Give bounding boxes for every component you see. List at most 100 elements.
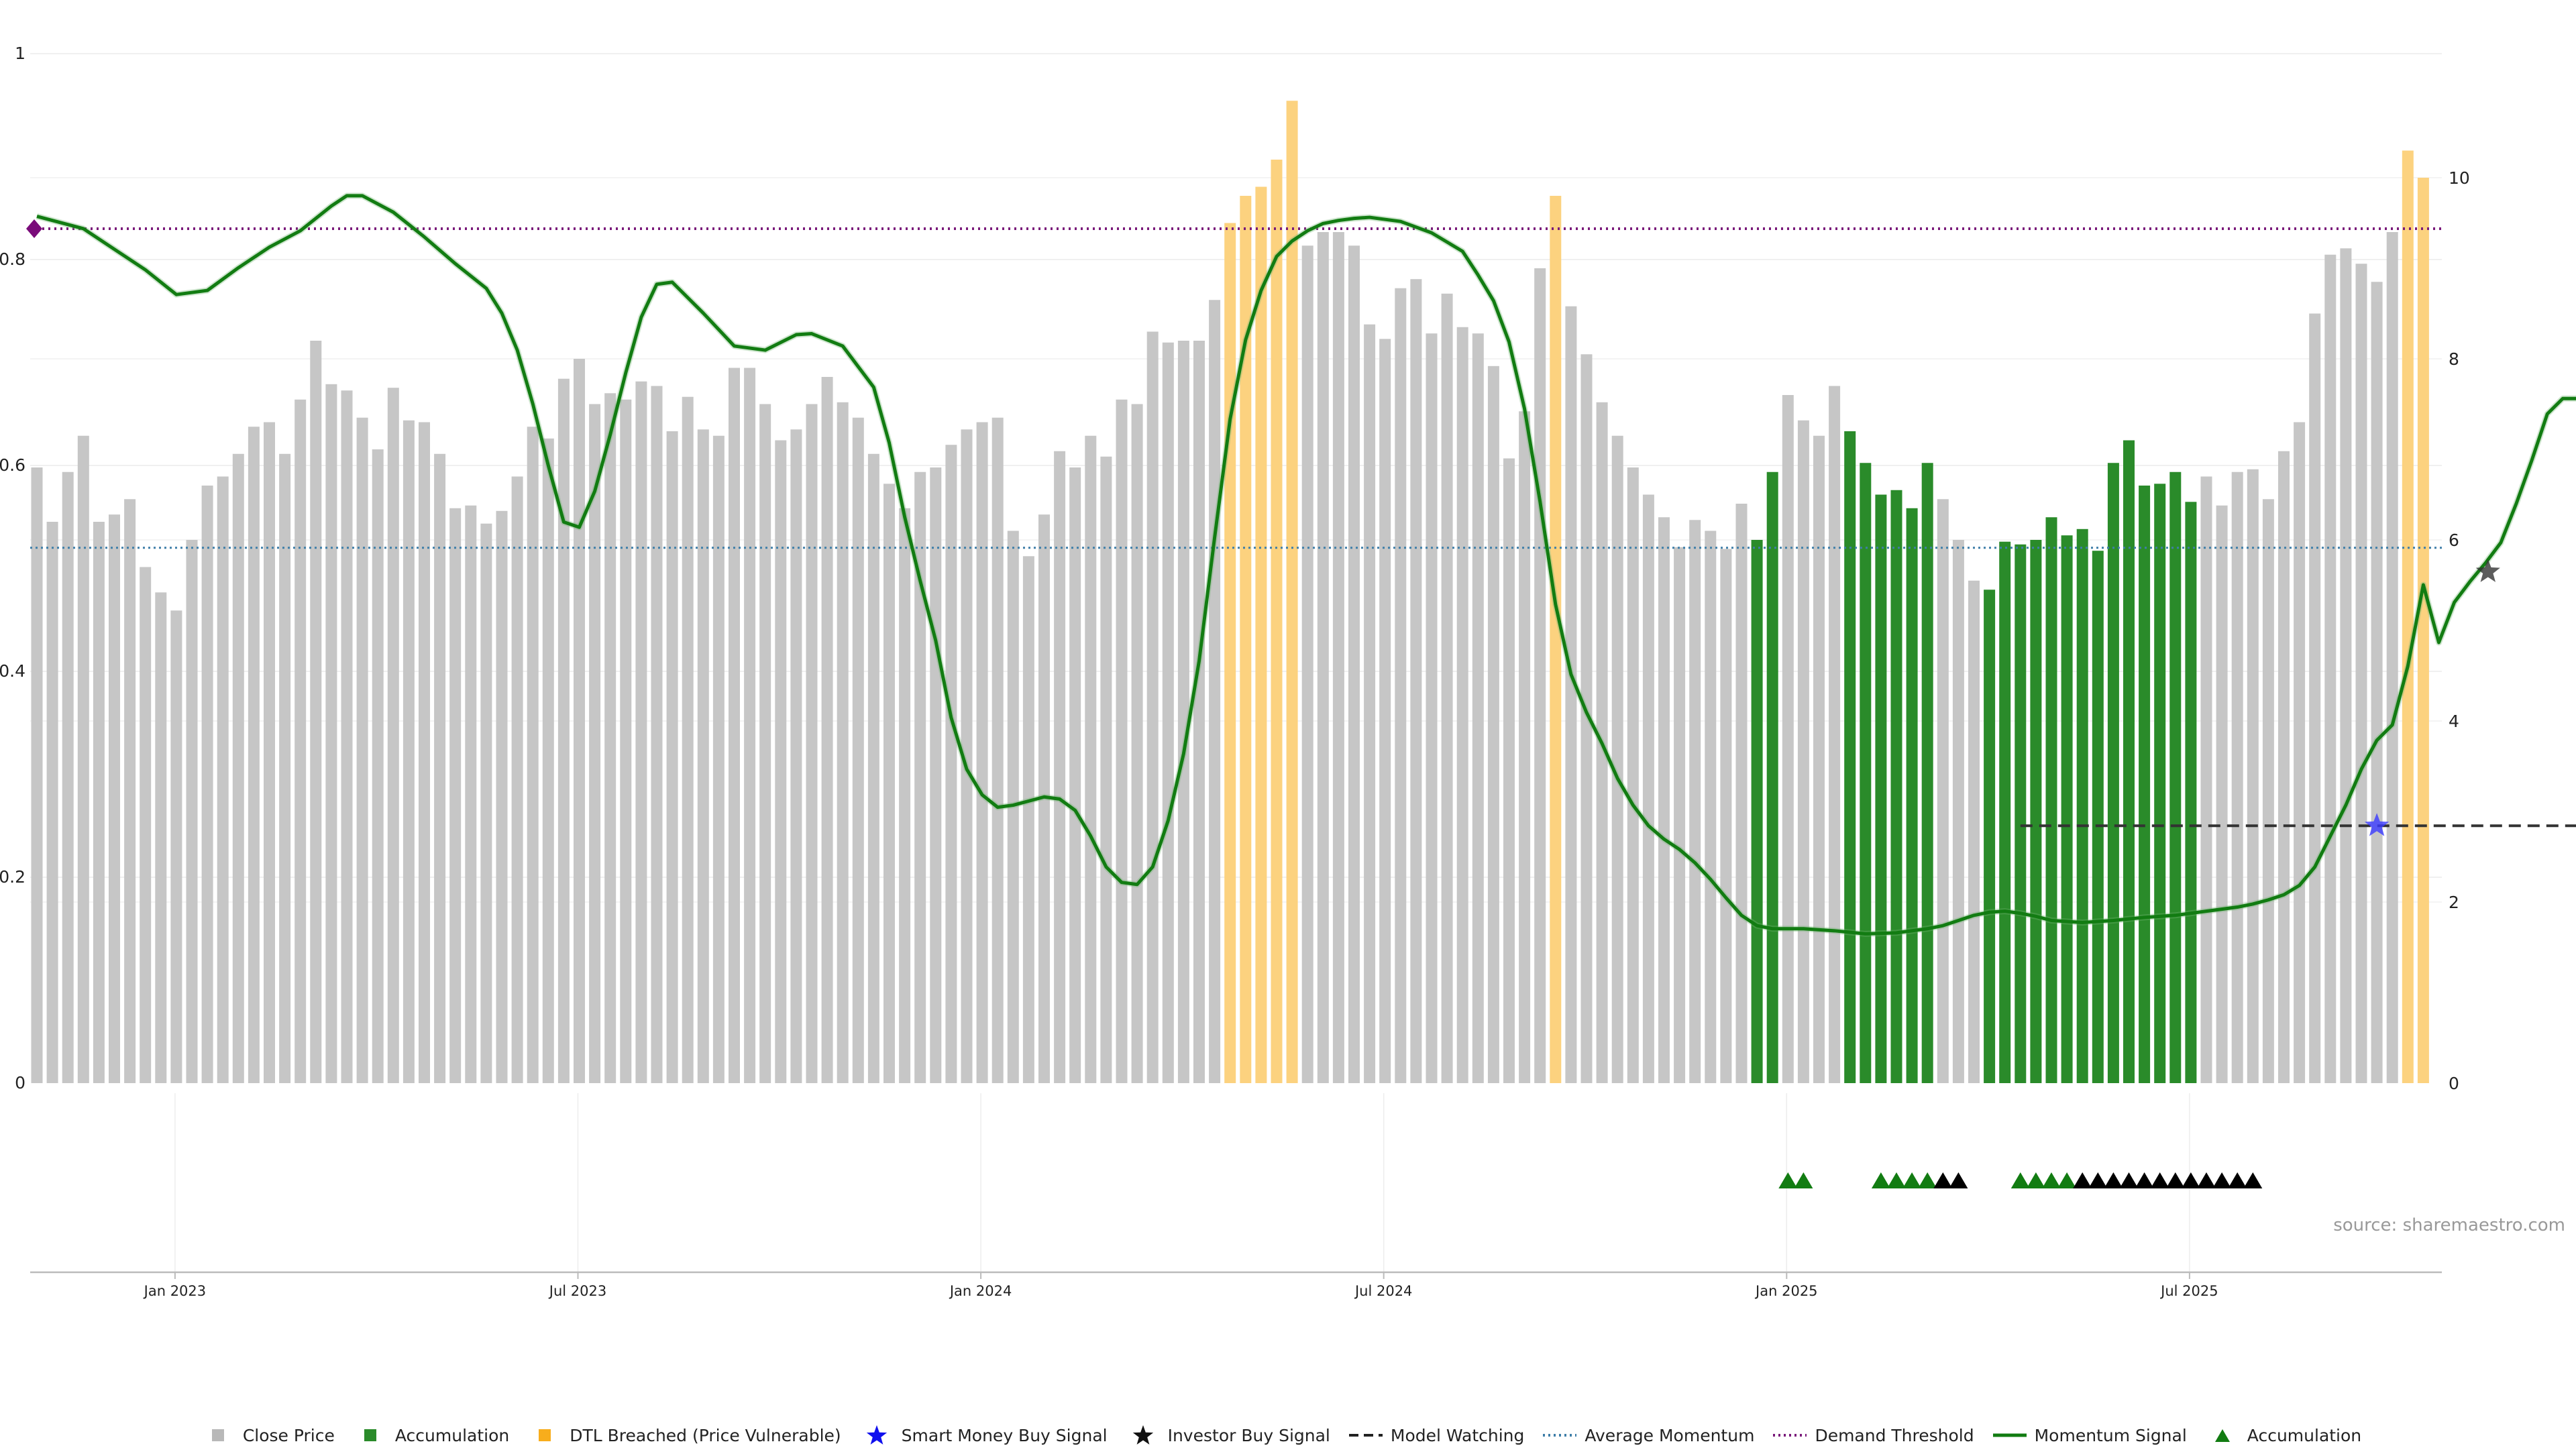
dtl-breached-bar (1255, 186, 1267, 1083)
legend-item: Model Watching (1346, 1424, 1524, 1447)
legend-swatch-icon (1124, 1424, 1163, 1447)
left-axis-tick-label: 0.6 (0, 455, 25, 475)
close-price-bar (1022, 556, 1034, 1083)
demand-diamond-marker (26, 219, 42, 238)
accumulation-bar (1875, 494, 1887, 1083)
close-price-bar (775, 440, 787, 1083)
dtl-breached-bar (1286, 101, 1298, 1083)
close-price-bar (294, 399, 307, 1083)
legend-item: Close Price (199, 1424, 335, 1447)
close-price-bar (1689, 520, 1701, 1083)
legend-label: Close Price (242, 1425, 335, 1445)
close-price-bar (1782, 395, 1794, 1083)
dtl-breached-bar (1224, 223, 1236, 1083)
accumulation-triangle (1887, 1172, 1906, 1188)
legend-marker (1132, 1425, 1153, 1445)
dtl-breached-bar (2417, 178, 2429, 1083)
close-price-bar (589, 404, 601, 1083)
accumulation-bar (2076, 528, 2088, 1083)
accumulation-triangle (2088, 1172, 2108, 1188)
accumulation-triangle (2243, 1172, 2263, 1188)
close-price-bar (1177, 341, 1189, 1083)
close-price-bar (1580, 354, 1593, 1083)
accumulation-triangle (2026, 1172, 2045, 1188)
accumulation-triangle (2197, 1172, 2216, 1188)
close-price-bar (1364, 324, 1376, 1084)
close-price-bar (402, 420, 415, 1083)
close-price-bar (496, 510, 508, 1083)
close-price-bar (1472, 333, 1484, 1084)
close-price-bar (806, 404, 818, 1083)
close-price-bar (310, 341, 322, 1083)
close-price-bar (511, 476, 523, 1083)
close-price-bar (821, 377, 833, 1083)
legend-swatch-icon (199, 1424, 237, 1447)
accumulation-triangle (2104, 1172, 2123, 1188)
accumulation-triangle (2042, 1172, 2061, 1188)
accumulation-bar (1984, 590, 1996, 1083)
close-price-bar (759, 404, 771, 1083)
close-price-bar (852, 417, 864, 1083)
reference-lines (30, 227, 2576, 828)
x-axis-tick-label: Jan 2024 (949, 1283, 1012, 1299)
accumulation-bar (2030, 540, 2042, 1083)
close-price-bar (62, 471, 74, 1083)
accumulation-triangle (1871, 1172, 1890, 1188)
legend-label: Demand Threshold (1815, 1425, 1974, 1445)
close-price-bar (186, 540, 198, 1083)
close-price-bar (2262, 499, 2274, 1083)
close-price-bar (1007, 530, 1019, 1083)
close-price-bar (2200, 476, 2212, 1083)
close-price-bar (914, 471, 926, 1083)
close-price-bar (1146, 331, 1159, 1083)
close-price-bar (1565, 306, 1577, 1084)
close-price-bar (651, 386, 663, 1083)
legend-marker (866, 1425, 887, 1445)
accumulation-bar (2185, 502, 2197, 1083)
close-price-bar (93, 522, 105, 1083)
x-axis-tick-label: Jul 2025 (2159, 1283, 2218, 1299)
left-axis-tick-label: 0 (15, 1073, 25, 1093)
legend-label: Smart Money Buy Signal (901, 1425, 1108, 1445)
close-price-bar (1937, 499, 1949, 1083)
left-axis-tick-label: 0.2 (0, 867, 25, 887)
close-price-bar (419, 422, 430, 1083)
legend-label: Accumulation (394, 1425, 510, 1445)
legend-swatch-icon (525, 1424, 564, 1447)
close-price-bar (1441, 293, 1453, 1083)
smart-money-buy-star (2365, 813, 2390, 836)
left-axis-tick-label: 0.8 (0, 249, 25, 269)
close-price-bar (372, 449, 384, 1083)
close-price-bar (991, 417, 1004, 1083)
close-price-bar (1209, 300, 1221, 1083)
x-axis-tick-label: Jan 2025 (1754, 1283, 1818, 1299)
accumulation-bar (1906, 508, 1918, 1083)
legend-label: Investor Buy Signal (1167, 1425, 1330, 1445)
accumulation-bar (2092, 551, 2104, 1083)
close-price-bar (712, 435, 724, 1083)
legend-item: Investor Buy Signal (1124, 1424, 1330, 1447)
signal-markers (26, 219, 2500, 836)
close-price-bar (480, 523, 492, 1083)
close-price-bar (1426, 333, 1438, 1084)
close-price-bars (31, 101, 2429, 1084)
chart-legend: Close Price Accumulation DTL Breached (Pri… (0, 1418, 2576, 1452)
legend-swatch-icon (351, 1424, 390, 1447)
legend-item: Demand Threshold (1770, 1424, 1974, 1447)
close-price-bar (1611, 435, 1623, 1083)
close-price-bar (1797, 420, 1809, 1083)
close-price-bar (1627, 467, 1639, 1083)
close-price-bar (1038, 514, 1050, 1083)
right-axis-tick-label: 6 (2449, 530, 2459, 550)
close-price-bar (31, 467, 43, 1083)
close-price-bar (697, 429, 709, 1083)
accumulation-bar (2015, 544, 2027, 1083)
close-price-bar (1705, 530, 1717, 1083)
close-price-bar (341, 390, 353, 1083)
close-price-bar (2231, 471, 2243, 1083)
legend-swatch-icon (1770, 1424, 1809, 1447)
close-price-bar (2294, 422, 2306, 1083)
accumulation-triangle (2073, 1172, 2092, 1188)
grid-lines (30, 53, 2442, 1274)
